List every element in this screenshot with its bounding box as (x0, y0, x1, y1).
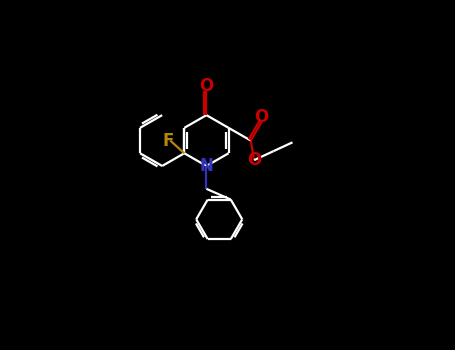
Text: O: O (199, 77, 213, 96)
Text: O: O (247, 151, 261, 169)
Text: N: N (199, 157, 213, 175)
Text: F: F (162, 132, 174, 149)
Text: O: O (254, 108, 269, 126)
